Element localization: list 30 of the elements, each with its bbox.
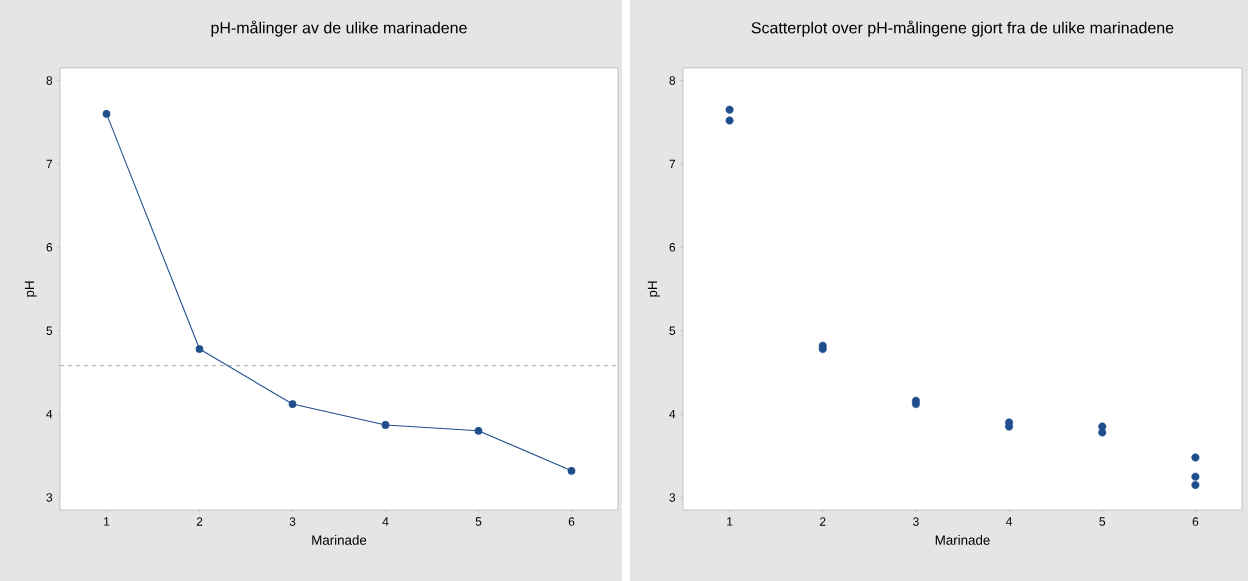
x-tick-label: 6 [1192,517,1199,526]
y-tick-label: 5 [46,326,53,335]
y-tick-label: 3 [669,493,676,502]
x-axis-title: Marinade [312,535,367,545]
x-tick-label: 3 [913,517,919,526]
y-tick-label: 4 [46,409,53,419]
y-tick-label: 4 [669,409,676,419]
y-tick-label: 6 [46,243,53,252]
x-tick-label: 4 [382,517,389,526]
y-tick-label: 8 [46,76,53,85]
y-axis-title: pH [647,281,660,297]
y-tick-label: 3 [46,493,53,502]
x-tick-label: 1 [104,517,110,526]
x-tick-label: 1 [727,517,733,526]
chart-title: pH-målinger av de ulike marinadene [211,20,467,37]
y-tick-label: 8 [669,76,676,85]
y-axis-title: pH [24,281,37,297]
y-tick-label: 6 [669,243,676,252]
x-tick-label: 6 [568,517,575,526]
x-tick-label: 5 [475,517,482,526]
y-tick-label: 7 [669,159,676,169]
x-tick-label: 4 [1006,517,1013,526]
x-axis-title: Marinade [935,535,990,545]
y-tick-label: 7 [46,159,53,169]
x-tick-label: 2 [820,517,826,526]
x-tick-label: 5 [1099,517,1106,526]
chart-title: Scatterplot over pH-målingene gjort fra de ulike marinadene [751,20,1174,37]
x-tick-label: 3 [289,517,296,526]
x-tick-label: 2 [196,517,203,526]
y-tick-label: 5 [669,326,676,335]
